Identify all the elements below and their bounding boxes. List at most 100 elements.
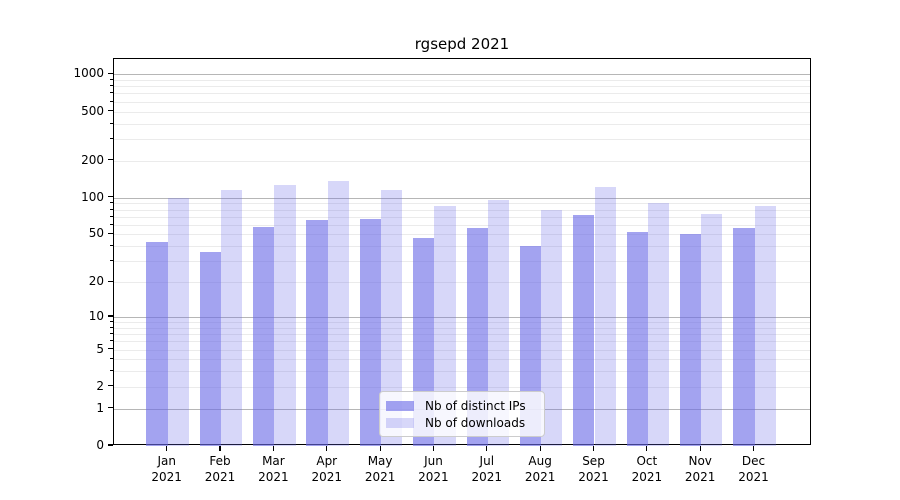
legend-label-downloads: Nb of downloads bbox=[425, 415, 526, 430]
y-minor-tick bbox=[110, 100, 113, 102]
bar-ips-mar-2021 bbox=[253, 226, 275, 446]
x-tick bbox=[752, 446, 755, 451]
gridline-minor bbox=[114, 101, 810, 103]
legend-item-distinct-ips: Nb of distinct IPs bbox=[386, 397, 536, 414]
y-tick bbox=[108, 232, 113, 235]
x-tick-label: Aug 2021 bbox=[524, 454, 556, 484]
y-minor-tick bbox=[110, 92, 113, 94]
x-tick-label: May 2021 bbox=[364, 454, 396, 484]
x-tick-label: Sep 2021 bbox=[578, 454, 609, 484]
bar-downloads-oct-2021 bbox=[647, 203, 670, 446]
x-tick-label: Jan 2021 bbox=[151, 454, 182, 484]
x-tick bbox=[272, 446, 274, 451]
gridline-minor bbox=[114, 209, 810, 211]
chart-title: rgsepd 2021 bbox=[414, 35, 510, 53]
y-minor-tick bbox=[110, 358, 113, 360]
y-minor-tick bbox=[110, 245, 113, 247]
y-tick-label: 0 bbox=[96, 438, 104, 452]
y-minor-tick bbox=[110, 202, 113, 204]
gridline-major bbox=[114, 316, 810, 318]
y-tick bbox=[108, 348, 113, 350]
x-tick bbox=[326, 446, 328, 451]
y-minor-tick bbox=[110, 370, 113, 372]
x-tick-label: Mar 2021 bbox=[258, 454, 289, 484]
bar-downloads-jul-2021 bbox=[487, 199, 510, 446]
y-minor-tick bbox=[110, 260, 113, 262]
gridline-minor bbox=[114, 234, 810, 236]
gridline-minor bbox=[114, 282, 810, 284]
gridline-minor bbox=[114, 341, 810, 343]
bar-downloads-jan-2021 bbox=[167, 197, 189, 446]
y-tick bbox=[108, 109, 113, 112]
bar-ips-jan-2021 bbox=[146, 242, 168, 446]
bar-ips-may-2021 bbox=[359, 218, 382, 446]
y-tick bbox=[108, 196, 113, 198]
legend-item-downloads: Nb of downloads bbox=[386, 414, 536, 431]
y-tick bbox=[108, 159, 113, 161]
legend-label-distinct-ips: Nb of distinct IPs bbox=[425, 398, 526, 413]
y-minor-tick bbox=[110, 223, 113, 225]
bar-downloads-jun-2021 bbox=[434, 206, 456, 446]
y-tick bbox=[108, 407, 113, 409]
plot-area bbox=[113, 58, 811, 446]
bar-downloads-sep-2021 bbox=[594, 187, 616, 446]
x-tick-label: Oct 2021 bbox=[631, 454, 663, 484]
y-tick-label: 100 bbox=[81, 189, 104, 204]
y-tick-label: 200 bbox=[81, 152, 104, 167]
bar-ips-nov-2021 bbox=[679, 234, 702, 446]
legend-swatch-downloads bbox=[386, 417, 414, 428]
y-tick-label: 10 bbox=[88, 308, 104, 323]
gridline-minor bbox=[114, 386, 810, 388]
x-tick-label: Apr 2021 bbox=[311, 454, 343, 484]
x-tick-label: Jul 2021 bbox=[471, 454, 503, 484]
bar-ips-sep-2021 bbox=[573, 215, 595, 446]
y-tick-label: 500 bbox=[81, 103, 104, 118]
gridline-minor bbox=[114, 79, 810, 81]
bar-downloads-feb-2021 bbox=[221, 190, 243, 446]
gridline-minor bbox=[114, 216, 810, 218]
y-minor-tick bbox=[110, 137, 113, 139]
gridline-minor bbox=[114, 322, 810, 324]
bar-downloads-may-2021 bbox=[381, 189, 403, 446]
x-tick-label: Nov 2021 bbox=[684, 454, 716, 484]
gridline-minor bbox=[114, 261, 810, 263]
bar-downloads-nov-2021 bbox=[701, 214, 723, 446]
bar-ips-oct-2021 bbox=[626, 232, 648, 446]
y-minor-tick bbox=[110, 78, 113, 80]
y-tick-label: 1000 bbox=[73, 66, 104, 81]
y-tick-label: 1 bbox=[96, 400, 104, 415]
gridline-minor bbox=[114, 203, 810, 205]
x-tick-label: Feb 2021 bbox=[204, 454, 236, 484]
gridline-major bbox=[114, 197, 810, 199]
gridline-minor bbox=[114, 359, 810, 361]
x-tick bbox=[486, 446, 488, 451]
x-tick-label: Dec 2021 bbox=[738, 454, 769, 484]
legend: Nb of distinct IPs Nb of downloads bbox=[379, 391, 545, 437]
x-tick bbox=[592, 446, 595, 451]
gridline-minor bbox=[114, 138, 810, 140]
bar-downloads-apr-2021 bbox=[327, 180, 350, 446]
gridline-minor bbox=[114, 111, 810, 113]
x-tick bbox=[432, 446, 435, 451]
gridline-minor bbox=[114, 349, 810, 351]
y-minor-tick bbox=[110, 122, 113, 124]
gridline-minor bbox=[114, 246, 810, 248]
y-minor-tick bbox=[110, 321, 113, 323]
y-tick-label: 5 bbox=[96, 341, 104, 356]
gridline-minor bbox=[114, 160, 810, 162]
y-tick-label: 2 bbox=[96, 378, 104, 393]
gridline-major bbox=[114, 74, 810, 76]
gridline-minor bbox=[114, 334, 810, 336]
bar-downloads-dec-2021 bbox=[754, 205, 776, 446]
bar-ips-feb-2021 bbox=[199, 251, 222, 446]
x-tick bbox=[646, 446, 648, 451]
y-minor-tick bbox=[110, 215, 113, 217]
y-tick-label: 20 bbox=[88, 274, 104, 289]
x-tick bbox=[379, 446, 381, 451]
y-minor-tick bbox=[110, 333, 113, 335]
bar-downloads-mar-2021 bbox=[274, 185, 296, 446]
x-tick bbox=[699, 446, 701, 451]
y-tick bbox=[108, 72, 113, 74]
y-minor-tick bbox=[110, 208, 113, 210]
